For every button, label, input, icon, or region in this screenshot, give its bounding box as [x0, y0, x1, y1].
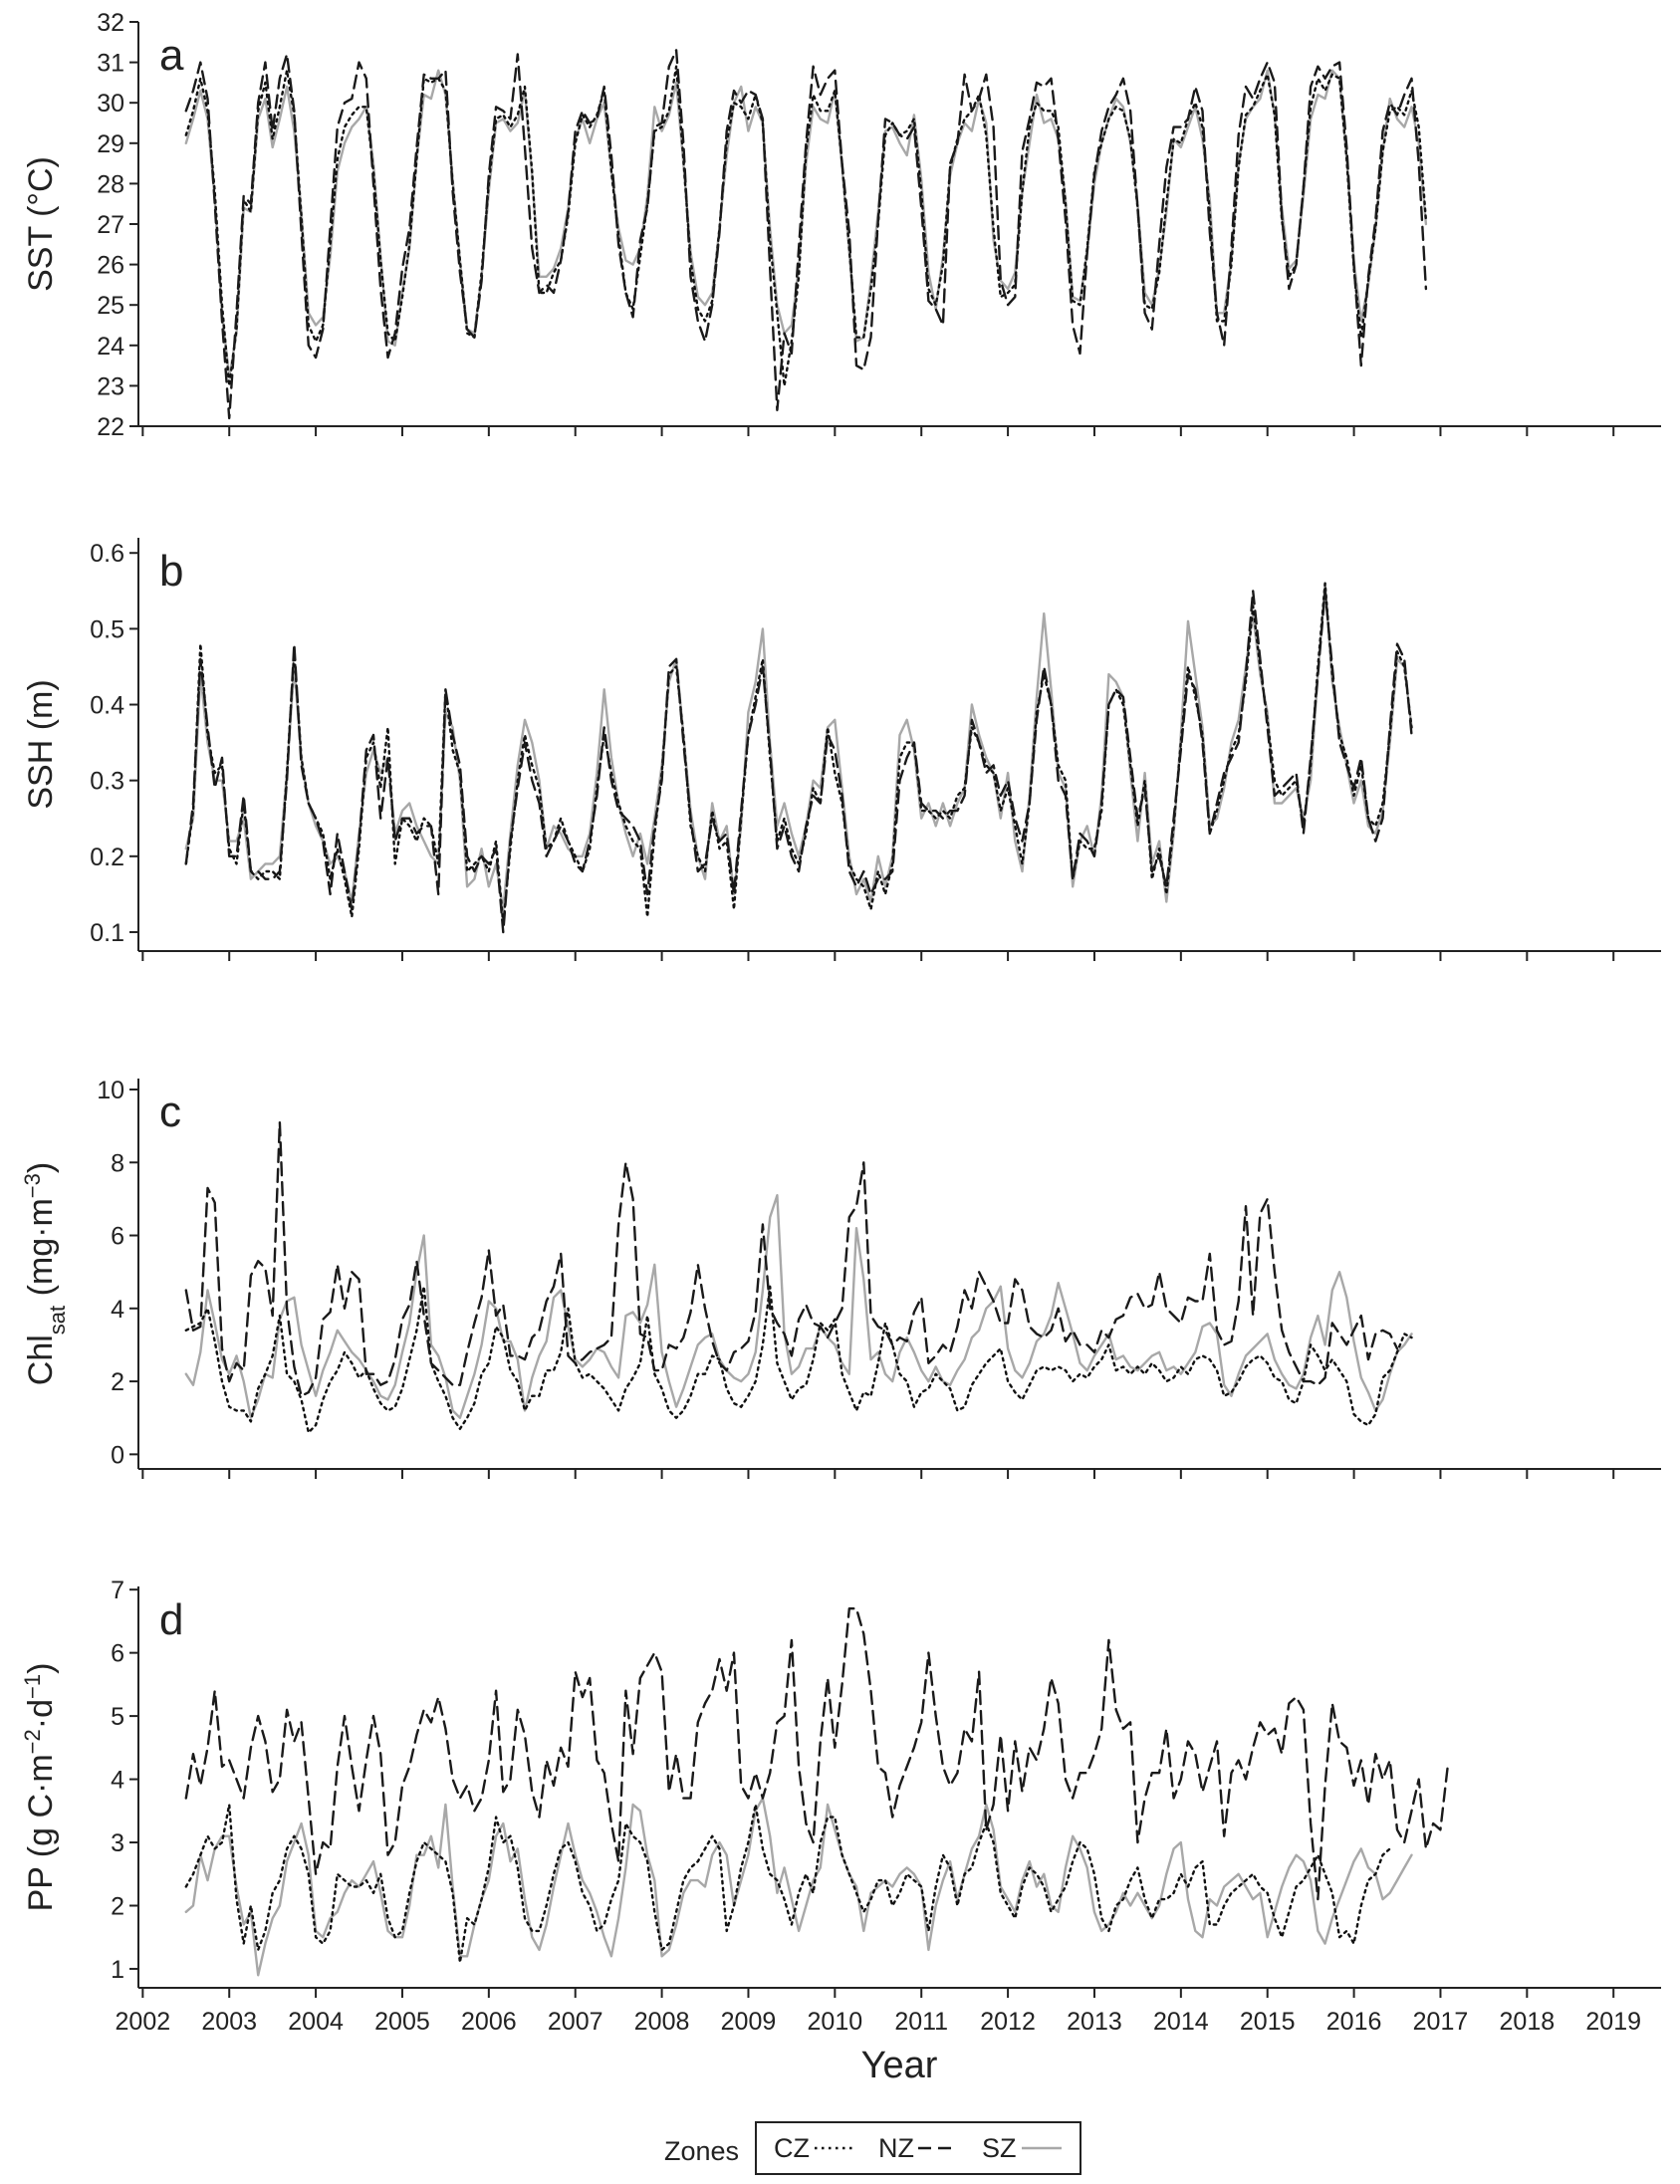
ylabel-main: SST (°C)	[22, 156, 60, 292]
y-tick-label: 27	[97, 211, 124, 239]
series-line-cz	[184, 582, 1413, 926]
x-tick-label: 2014	[1153, 2008, 1209, 2036]
y-tick-label: 0.3	[90, 768, 124, 796]
series-line-sz	[184, 582, 1413, 911]
x-tick-label: 2011	[894, 2008, 948, 2036]
x-tick-label: 2010	[808, 2008, 863, 2036]
series-line-sz	[184, 69, 1428, 379]
y-tick-label: 25	[97, 292, 124, 320]
y-tick-label: 5	[111, 1703, 124, 1731]
panel-letter: b	[159, 547, 183, 596]
x-tick-label: 2005	[374, 2008, 430, 2036]
series-line-cz	[184, 65, 1428, 387]
series-line-sz	[184, 1797, 1413, 1977]
x-tick-label: 2008	[634, 2008, 690, 2036]
x-tick-label: 2006	[461, 2008, 517, 2036]
ylabel-superscript: −1	[20, 1674, 45, 1699]
legend-label-nz: NZ	[878, 2133, 914, 2163]
series-line-nz	[184, 49, 1428, 420]
y-tick-label: 30	[97, 90, 124, 118]
panel-b: 0.1 0.2 0.3 0.4 0.5 0.6 b SSH (m)	[22, 538, 1661, 961]
y-tick-label: 8	[111, 1149, 124, 1177]
x-tick-label: 2013	[1067, 2008, 1122, 2036]
x-tick-label: 2015	[1240, 2008, 1296, 2036]
panel-letter: a	[159, 31, 184, 80]
y-tick-label: 4	[111, 1296, 124, 1324]
panel-d: 1 2 3 4 5 6 7 2002 2003 2004 2005 2006 2007 2008 2009 2…	[20, 1577, 1661, 2036]
x-tick-label: 2007	[548, 2008, 603, 2036]
ylabel-main: PP (g C·m	[22, 1754, 60, 1911]
ylabel-superscript: −2	[20, 1729, 45, 1754]
y-tick-label: 23	[97, 372, 124, 400]
y-tick-label: 1	[111, 1956, 124, 1984]
panel-a: 22 23 24 25 26 27 28 29 30 31 32 a SST (°C)	[22, 9, 1661, 441]
series-line-cz	[184, 1285, 1413, 1434]
y-axis-title: Chlsat (mg·m−3)	[20, 1162, 70, 1385]
ylabel-close: )	[22, 1162, 60, 1173]
y-axis-title: PP (g C·m−2·d−1)	[20, 1663, 61, 1912]
series-line-sz	[184, 1193, 1413, 1419]
legend-label-sz: SZ	[982, 2133, 1017, 2163]
x-axis-title: Year	[861, 2045, 938, 2086]
legend-label-cz: CZ	[774, 2133, 810, 2163]
y-tick-label: 6	[111, 1640, 124, 1668]
legend: Zones CZ NZ SZ	[664, 2121, 1081, 2175]
ylabel-mid: ·d	[22, 1699, 60, 1729]
ylabel-main: Chl	[22, 1335, 60, 1385]
y-axis-title: SSH (m)	[22, 679, 60, 809]
y-tick-label: 2	[111, 1892, 124, 1920]
y-tick-label: 28	[97, 170, 124, 198]
series-line-cz	[184, 1803, 1391, 1964]
ylabel-subscript: sat	[45, 1306, 70, 1335]
y-tick-label: 0	[111, 1441, 124, 1469]
x-tick-label: 2002	[116, 2008, 171, 2036]
y-tick-label: 0.2	[90, 844, 124, 871]
x-tick-label: 2017	[1413, 2008, 1469, 2036]
y-tick-label: 3	[111, 1829, 124, 1857]
ylabel-superscript: −3	[20, 1173, 45, 1198]
ylabel-main: SSH (m)	[22, 679, 60, 809]
y-tick-label: 32	[97, 9, 124, 37]
y-tick-label: 0.1	[90, 919, 124, 947]
y-tick-label: 10	[97, 1077, 124, 1104]
y-tick-label: 2	[111, 1368, 124, 1396]
y-tick-label: 26	[97, 252, 124, 280]
x-tick-label: 2009	[721, 2008, 777, 2036]
y-tick-label: 22	[97, 413, 124, 441]
x-tick-label: 2019	[1585, 2008, 1641, 2036]
y-tick-label: 24	[97, 333, 124, 361]
y-tick-label: 0.5	[90, 615, 124, 643]
y-tick-label: 4	[111, 1767, 124, 1795]
x-tick-label: 2003	[201, 2008, 257, 2036]
legend-box	[755, 2121, 1081, 2175]
x-tick-label: 2016	[1326, 2008, 1382, 2036]
series-line-nz	[184, 1120, 1399, 1397]
y-tick-label: 0.6	[90, 540, 124, 568]
x-tick-label: 2012	[980, 2008, 1036, 2036]
y-tick-label: 6	[111, 1223, 124, 1251]
y-tick-label: 7	[111, 1577, 124, 1604]
y-tick-label: 29	[97, 130, 124, 158]
y-tick-label: 31	[97, 50, 124, 78]
panel-c: 0 2 4 6 8 10 c Chlsat (mg·m−3)	[20, 1077, 1661, 1479]
y-axis-title: SST (°C)	[22, 156, 60, 292]
series-line-nz	[184, 590, 1413, 934]
panel-letter: c	[159, 1088, 181, 1136]
x-tick-label: 2018	[1500, 2008, 1556, 2036]
legend-title: Zones	[664, 2136, 739, 2166]
panel-letter: d	[159, 1595, 183, 1644]
ylabel-unit: (mg·m	[22, 1198, 60, 1306]
y-tick-label: 0.4	[90, 692, 124, 720]
series-line-nz	[184, 1606, 1449, 1901]
x-tick-label: 2004	[288, 2008, 344, 2036]
ylabel-close: )	[22, 1663, 60, 1674]
